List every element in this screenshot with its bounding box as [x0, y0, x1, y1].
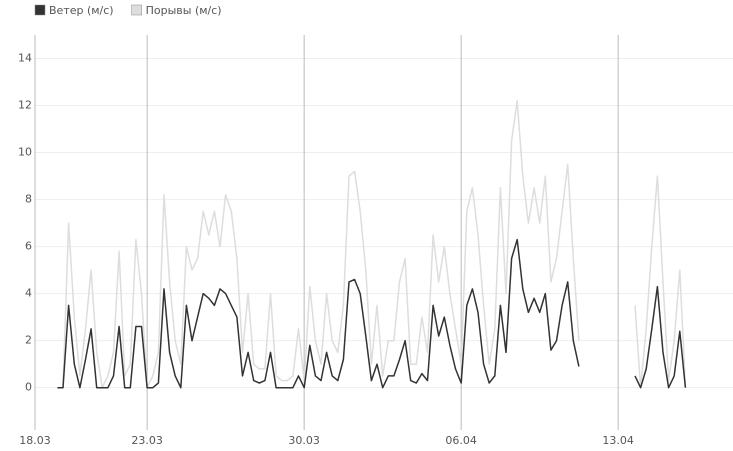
- x-tick-label: 23.03: [131, 434, 163, 447]
- y-tick-label: 12: [18, 99, 32, 112]
- legend-label: Порывы (м/с): [146, 4, 222, 17]
- y-tick-label: 6: [25, 240, 32, 253]
- legend-swatch: [131, 4, 142, 16]
- x-tick-label: 13.04: [602, 434, 634, 447]
- y-tick-label: 2: [25, 334, 32, 347]
- y-tick-label: 8: [25, 193, 32, 206]
- x-tick-label: 30.03: [288, 434, 320, 447]
- series-line: [57, 100, 687, 389]
- series-line: [57, 238, 687, 389]
- y-tick-label: 14: [18, 52, 32, 65]
- legend-swatch: [34, 4, 46, 16]
- x-tick-label: 18.03: [19, 434, 51, 447]
- y-tick-label: 4: [25, 287, 32, 300]
- x-tick-label: 06.04: [445, 434, 477, 447]
- y-tick-label: 0: [25, 381, 32, 394]
- legend-label: Ветер (м/с): [49, 4, 114, 17]
- y-tick-label: 10: [18, 146, 32, 159]
